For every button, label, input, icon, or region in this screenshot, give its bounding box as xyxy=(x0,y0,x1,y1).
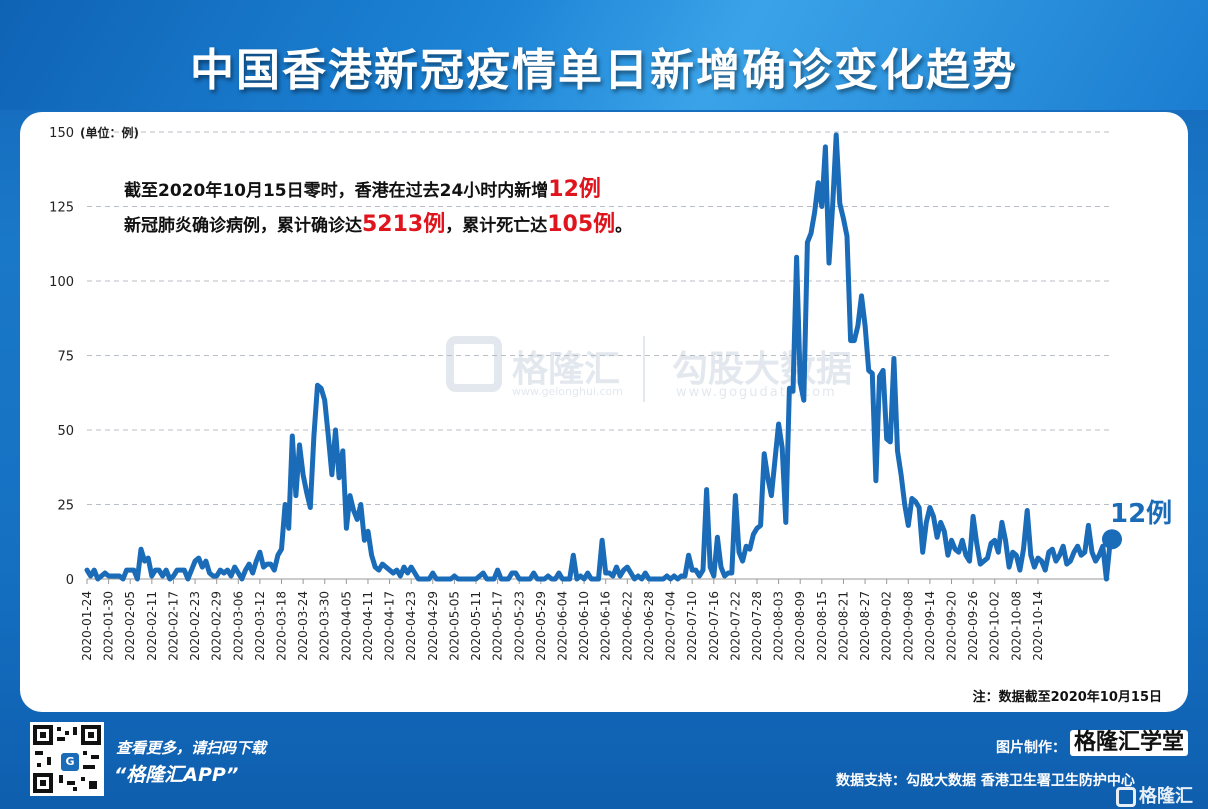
qr-code[interactable]: G xyxy=(30,722,104,796)
made-by-brand-logo: 格隆汇学堂 xyxy=(1070,730,1189,756)
x-tick-label: 2020-08-21 xyxy=(836,591,850,661)
x-tick-label: 2020-03-18 xyxy=(275,591,289,661)
x-tick-label: 2020-08-03 xyxy=(772,591,786,661)
y-tick-label: 25 xyxy=(57,499,74,514)
x-tick-label: 2020-05-29 xyxy=(534,591,548,661)
x-tick-label: 2020-10-02 xyxy=(988,591,1002,661)
x-tick-label: 2020-05-17 xyxy=(491,591,505,661)
y-tick-label: 150 xyxy=(49,126,74,141)
data-note: 注：数据截至2020年10月15日 xyxy=(972,690,1162,705)
annotation-line-1: 截至2020年10月15日零时，香港在过去24小时内新增12例 xyxy=(124,173,632,208)
y-tick-label: 100 xyxy=(49,275,74,290)
x-tick-label: 2020-06-28 xyxy=(642,591,656,661)
x-tick-label: 2020-07-28 xyxy=(750,591,764,661)
x-tick-label: 2020-05-23 xyxy=(512,591,526,661)
page-title: 中国香港新冠疫情单日新增确诊变化趋势 xyxy=(190,45,1018,96)
x-tick-label: 2020-10-14 xyxy=(1031,591,1045,661)
x-tick-label: 2020-04-23 xyxy=(404,591,418,661)
x-tick-label: 2020-03-30 xyxy=(318,591,332,661)
annotation-line-2: 新冠肺炎确诊病例，累计确诊达5213例，累计死亡达105例。 xyxy=(124,208,632,243)
x-tick-label: 2020-06-10 xyxy=(577,591,591,661)
x-tick-label: 2020-02-11 xyxy=(145,591,159,661)
last-point-marker xyxy=(1102,529,1122,550)
x-tick-label: 2020-07-16 xyxy=(707,591,721,661)
x-tick-label: 2020-09-14 xyxy=(923,591,937,661)
x-tick-label: 2020-06-04 xyxy=(555,591,569,661)
x-tick-label: 2020-07-22 xyxy=(728,591,742,661)
x-tick-label: 2020-03-06 xyxy=(231,591,245,661)
x-tick-label: 2020-07-04 xyxy=(664,591,678,661)
x-tick-label: 2020-02-23 xyxy=(188,591,202,661)
x-tick-label: 2020-09-20 xyxy=(945,591,959,661)
annotation-line2-mid: ，累计死亡达 xyxy=(445,216,548,236)
summary-annotation: 截至2020年10月15日零时，香港在过去24小时内新增12例 新冠肺炎确诊病例… xyxy=(124,173,632,243)
watermark-brand1-url: www.gelonghui.com xyxy=(512,385,623,398)
scan-prompt: 查看更多，请扫码下载 xyxy=(116,739,267,757)
annotation-new-cases: 12例 xyxy=(548,177,601,202)
x-tick-label: 2020-06-16 xyxy=(599,591,613,661)
x-tick-label: 2020-08-09 xyxy=(793,591,807,661)
x-tick-label: 2020-02-29 xyxy=(210,591,224,661)
app-name: “格隆汇APP” xyxy=(114,764,239,786)
x-tick-label: 2020-01-30 xyxy=(102,591,116,661)
last-point-label: 12例 xyxy=(1110,499,1173,529)
qr-logo-icon: G xyxy=(61,753,79,771)
x-tick-label: 2020-04-05 xyxy=(339,591,353,661)
x-tick-label: 2020-09-26 xyxy=(966,591,980,661)
x-tick-label: 2020-03-24 xyxy=(296,591,310,661)
y-tick-label: 75 xyxy=(57,350,74,365)
corner-watermark: 格隆汇 xyxy=(1116,782,1193,808)
annotation-line1-prefix: 截至2020年10月15日零时，香港在过去24小时内新增 xyxy=(124,181,549,201)
x-tick-label: 2020-10-08 xyxy=(1009,591,1023,661)
data-support-credit: 数据支持：勾股大数据 香港卫生署卫生防护中心 xyxy=(836,773,1135,789)
header-banner xyxy=(0,0,1208,110)
y-unit-label: (单位：例) xyxy=(80,126,139,140)
series-line xyxy=(84,132,1113,582)
x-tick-label: 2020-02-05 xyxy=(123,591,137,661)
gelonghui-logo-icon xyxy=(1116,787,1136,807)
qr-pattern xyxy=(33,725,101,793)
x-tick-label: 2020-04-29 xyxy=(426,591,440,661)
y-tick-label: 0 xyxy=(66,573,74,588)
annotation-total-deaths: 105例 xyxy=(547,212,616,237)
watermark-divider xyxy=(643,336,645,402)
x-tick-label: 2020-04-17 xyxy=(383,591,397,661)
chart-panel xyxy=(20,112,1188,712)
x-tick-label: 2020-09-02 xyxy=(880,591,894,661)
x-tick-label: 2020-02-17 xyxy=(166,591,180,661)
x-tick-label: 2020-08-15 xyxy=(815,591,829,661)
y-tick-label: 125 xyxy=(49,201,74,216)
x-tick-label: 2020-05-11 xyxy=(469,591,483,661)
x-tick-label: 2020-04-11 xyxy=(361,591,375,661)
gelonghui-logo-watermark xyxy=(446,336,502,392)
annotation-total-cases: 5213例 xyxy=(362,212,446,237)
x-tick-label: 2020-05-05 xyxy=(447,591,461,661)
x-tick-label: 2020-06-22 xyxy=(620,591,634,661)
annotation-line2-prefix: 新冠肺炎确诊病例，累计确诊达 xyxy=(124,216,362,236)
made-by-label: 图片制作： xyxy=(996,740,1066,756)
x-tick-label: 2020-09-08 xyxy=(901,591,915,661)
corner-brand: 格隆汇 xyxy=(1139,786,1193,807)
annotation-line2-suffix: 。 xyxy=(615,216,633,236)
y-tick-label: 50 xyxy=(57,424,74,439)
x-tick-label: 2020-07-10 xyxy=(685,591,699,661)
x-tick-label: 2020-08-27 xyxy=(858,591,872,661)
x-tick-label: 2020-01-24 xyxy=(80,591,94,661)
x-tick-label: 2020-03-12 xyxy=(253,591,267,661)
